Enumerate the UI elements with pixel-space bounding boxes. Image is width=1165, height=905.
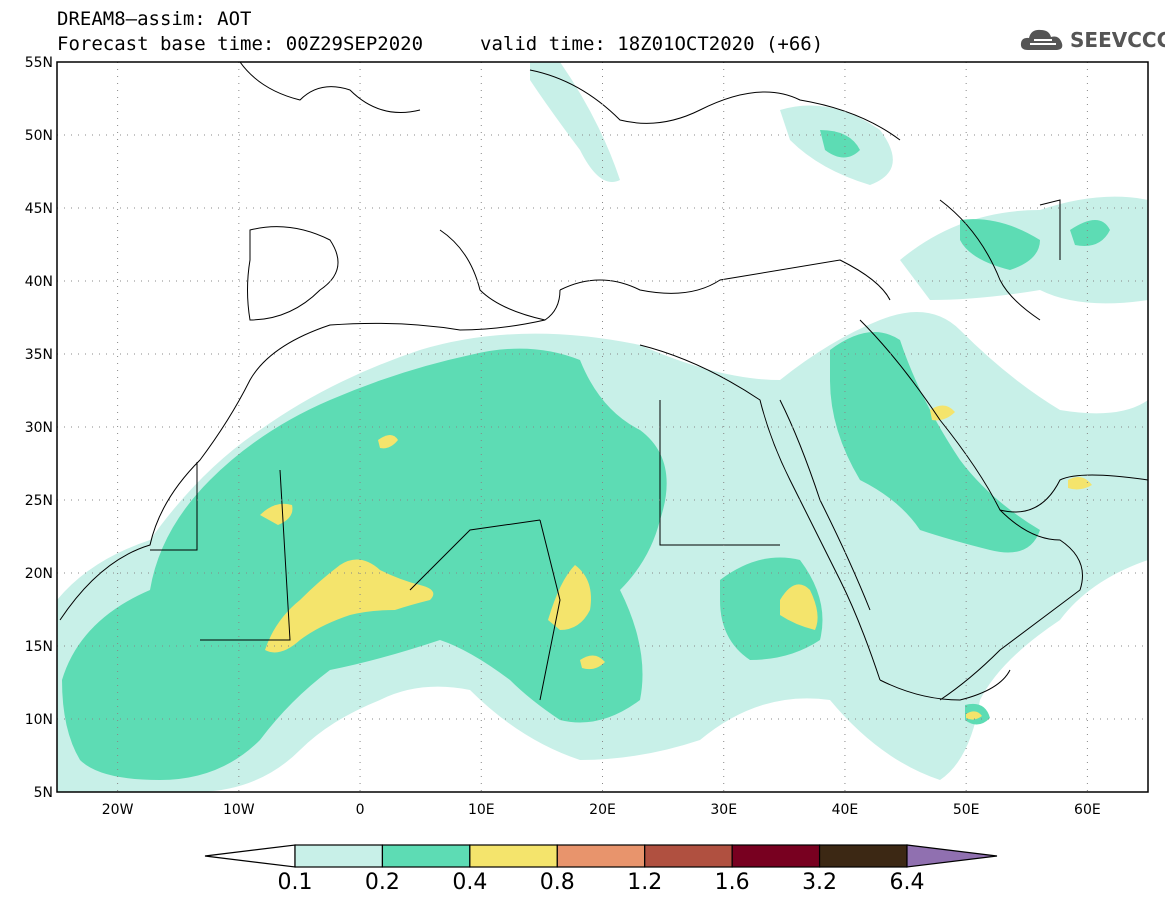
aot-field-high xyxy=(966,711,982,720)
aot-field-high xyxy=(260,503,293,525)
colorbar-label: 1.6 xyxy=(715,870,750,895)
lat-tick-label: 30N xyxy=(25,420,53,436)
colorbar: 0.1 0.2 0.4 0.8 1.2 1.6 3.2 6.4 xyxy=(204,844,998,895)
aot-field-high xyxy=(378,435,398,449)
lat-tick-label: 35N xyxy=(25,347,53,363)
lat-tick-label: 40N xyxy=(25,274,53,290)
lat-tick-label: 15N xyxy=(25,639,53,655)
longitude-labels: 20W 10W 0 10E 20E 30E 40E 50E 60E xyxy=(102,802,1101,818)
lat-tick-label: 25N xyxy=(25,493,53,509)
colorbar-label: 0.1 xyxy=(278,870,313,895)
aot-field-medium xyxy=(830,332,1040,553)
aot-field-medium xyxy=(960,219,1040,270)
lon-tick-label: 50E xyxy=(953,802,980,818)
lat-tick-label: 55N xyxy=(25,55,53,71)
aot-field-medium xyxy=(820,130,860,158)
lon-tick-label: 20W xyxy=(102,802,134,818)
graticule xyxy=(57,62,1148,792)
lat-tick-label: 10N xyxy=(25,712,53,728)
colorbar-swatch xyxy=(818,844,908,868)
map-title: DREAM8–assim: AOT xyxy=(57,8,252,30)
colorbar-swatch xyxy=(556,844,646,868)
cloud-icon xyxy=(1020,29,1063,50)
colorbar-swatch xyxy=(469,844,558,868)
aot-field-light xyxy=(530,62,620,182)
lon-tick-label: 10E xyxy=(468,802,495,818)
colorbar-under-arrow xyxy=(204,844,296,868)
lat-tick-label: 45N xyxy=(25,201,53,217)
colorbar-label: 0.4 xyxy=(452,870,487,895)
lat-tick-label: 20N xyxy=(25,566,53,582)
logo-text: SEEVCCC xyxy=(1070,28,1165,52)
colorbar-over-arrow xyxy=(906,844,998,868)
colorbar-label: 6.4 xyxy=(890,870,925,895)
map-frame xyxy=(56,61,1149,793)
lon-tick-label: 0 xyxy=(356,802,365,818)
aot-field-medium xyxy=(720,557,823,660)
aot-field-high xyxy=(1068,476,1092,490)
seevccc-logo: SEEVCCC xyxy=(1018,24,1165,60)
latitude-labels: 55N 50N 45N 40N 35N 30N 25N 20N 15N 10N 5N xyxy=(25,55,53,801)
lon-tick-label: 30E xyxy=(710,802,737,818)
lon-tick-label: 10W xyxy=(223,802,255,818)
colorbar-label: 1.2 xyxy=(627,870,662,895)
forecast-base-time: Forecast base time: 00Z29SEP2020 xyxy=(57,33,424,55)
colorbar-label: 0.8 xyxy=(540,870,575,895)
aot-field-high xyxy=(930,405,955,421)
colorbar-swatch xyxy=(731,844,821,868)
colorbar-swatch xyxy=(381,844,471,868)
aot-field-high xyxy=(580,655,605,670)
lon-tick-label: 40E xyxy=(832,802,859,818)
lon-tick-label: 20E xyxy=(589,802,616,818)
colorbar-label: 3.2 xyxy=(802,870,837,895)
aot-field-medium xyxy=(1070,220,1110,246)
aot-field-high xyxy=(265,559,434,653)
colorbar-swatch xyxy=(294,844,384,868)
lon-tick-label: 60E xyxy=(1074,802,1101,818)
valid-time: valid time: 18Z01OCT2020 (+66) xyxy=(480,33,824,55)
colorbar-label: 0.2 xyxy=(365,870,400,895)
aot-field-high xyxy=(548,565,591,630)
coastlines xyxy=(59,62,1148,701)
lat-tick-label: 50N xyxy=(25,128,53,144)
lat-tick-label: 5N xyxy=(34,785,53,801)
aot-field-high xyxy=(780,584,818,630)
colorbar-swatch xyxy=(644,844,733,868)
